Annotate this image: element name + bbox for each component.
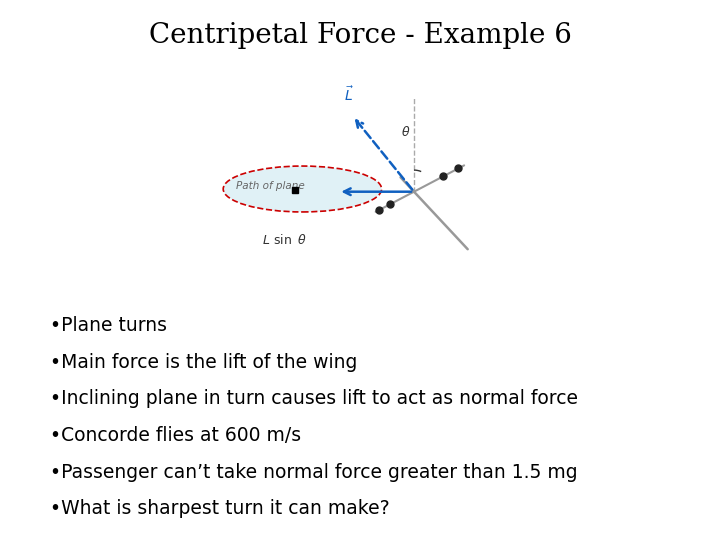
- Text: $\theta$: $\theta$: [401, 125, 411, 139]
- Text: •Plane turns: •Plane turns: [50, 316, 167, 335]
- Text: Path of plane: Path of plane: [235, 181, 305, 191]
- Text: •What is sharpest turn it can make?: •What is sharpest turn it can make?: [50, 500, 390, 518]
- Text: •Inclining plane in turn causes lift to act as normal force: •Inclining plane in turn causes lift to …: [50, 389, 578, 408]
- Text: $\vec{L}$: $\vec{L}$: [344, 85, 354, 104]
- Text: $L\ \sin\ \theta$: $L\ \sin\ \theta$: [262, 233, 307, 247]
- Ellipse shape: [223, 166, 382, 212]
- Text: •Main force is the lift of the wing: •Main force is the lift of the wing: [50, 353, 358, 372]
- Text: •Concorde flies at 600 m/s: •Concorde flies at 600 m/s: [50, 426, 302, 445]
- Text: •Passenger can’t take normal force greater than 1.5 mg: •Passenger can’t take normal force great…: [50, 463, 578, 482]
- Text: Centripetal Force - Example 6: Centripetal Force - Example 6: [148, 22, 572, 49]
